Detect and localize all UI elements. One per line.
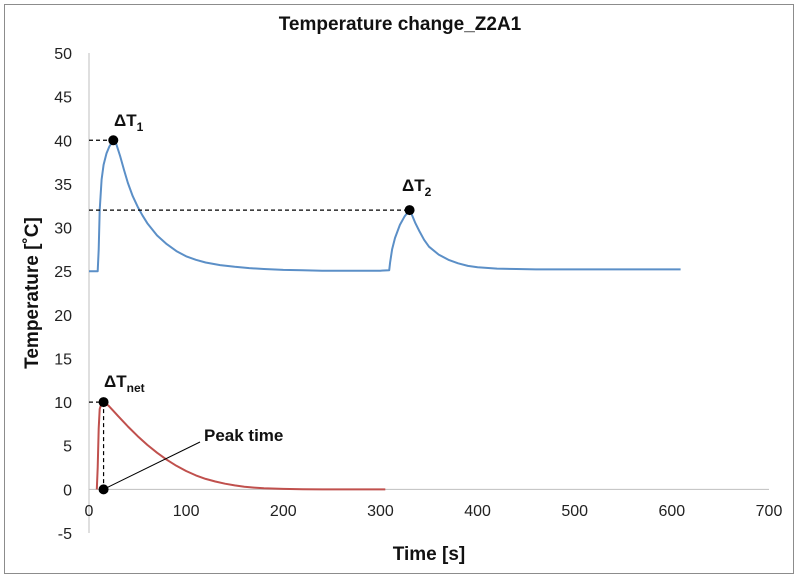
marker-dt1 [108,135,119,146]
plot-area [88,53,769,533]
x-tick-label: 400 [464,503,491,520]
x-tick-label: 300 [367,503,394,520]
chart-title: Temperature change_Z2A1 [279,14,522,35]
y-tick-label: 20 [54,308,72,325]
label-dt1: ΔT1 [114,111,144,134]
leader-line-peak-time [103,441,201,490]
y-axis-title: Temperature [˚C] [22,217,43,369]
y-tick-label: 25 [54,264,72,281]
y-tick-label: -5 [58,526,72,543]
label-dtnet: ΔTnet [104,372,145,395]
y-tick-label: 35 [54,177,72,194]
marker-layer [98,135,415,495]
annotation-labels: ΔT1 ΔT2 ΔTnet Peak time [104,111,432,445]
series-line-measured [89,139,681,273]
marker-peak-time [98,484,109,495]
y-tick-label: 40 [54,133,72,150]
label-peak-time: Peak time [204,426,283,445]
x-tick-label: 200 [270,503,297,520]
plot-background [89,53,769,533]
y-tick-label: 10 [54,395,72,412]
y-tick-label: 0 [63,482,72,499]
marker-dtnet [98,397,109,408]
y-tick-labels: -5 0 5 10 15 20 25 30 35 40 45 50 [54,46,72,543]
label-dt2: ΔT2 [402,176,432,199]
y-tick-label: 15 [54,351,72,368]
guide-lines [89,139,410,490]
x-tick-labels: 0 100 200 300 400 500 600 700 [85,503,783,520]
x-tick-label: 600 [659,503,686,520]
x-tick-label: 100 [173,503,200,520]
y-tick-label: 30 [54,221,72,238]
marker-dt2 [404,205,415,216]
x-tick-label: 500 [561,503,588,520]
y-tick-label: 5 [63,439,72,456]
y-tick-label: 50 [54,46,72,63]
y-tick-label: 45 [54,90,72,107]
x-tick-label: 700 [756,503,783,520]
x-tick-label: 0 [85,503,94,520]
x-axis-title: Time [s] [393,544,466,565]
